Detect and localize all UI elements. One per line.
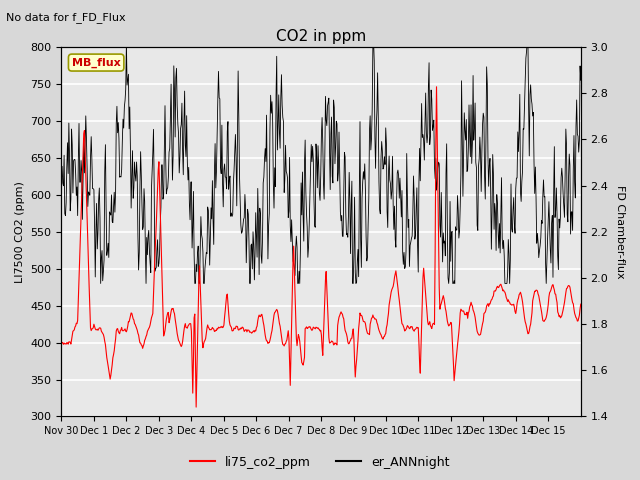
Text: MB_flux: MB_flux xyxy=(72,58,120,68)
Y-axis label: LI7500 CO2 (ppm): LI7500 CO2 (ppm) xyxy=(15,181,25,283)
Text: No data for f_FD_Flux: No data for f_FD_Flux xyxy=(6,12,126,23)
Y-axis label: FD Chamber-flux: FD Chamber-flux xyxy=(615,185,625,278)
Legend: li75_co2_ppm, er_ANNnight: li75_co2_ppm, er_ANNnight xyxy=(186,451,454,474)
Title: CO2 in ppm: CO2 in ppm xyxy=(276,29,366,44)
